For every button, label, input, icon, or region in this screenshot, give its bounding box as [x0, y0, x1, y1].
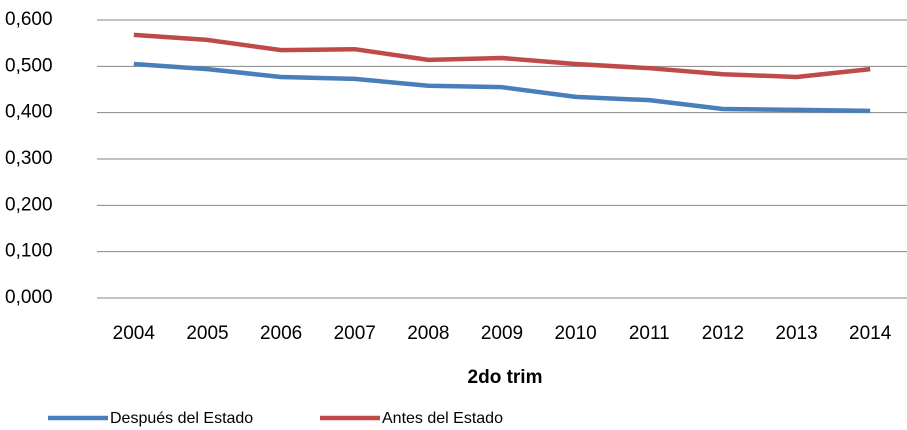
- legend-label: Antes del Estado: [382, 410, 503, 427]
- line: [133, 61, 871, 114]
- y-tick-label: 0,000: [5, 287, 53, 308]
- x-tick-label: 2005: [186, 323, 228, 344]
- y-tick-label: 0,500: [5, 55, 53, 76]
- y-tick-label: 0,100: [5, 241, 53, 262]
- x-tick-label: 2008: [407, 323, 449, 344]
- x-tick-label: 2007: [334, 323, 376, 344]
- y-tick-label: 0,400: [5, 102, 53, 123]
- x-tick-label: 2013: [775, 323, 817, 344]
- x-tick-label: 2010: [554, 323, 596, 344]
- x-tick-label: 2009: [481, 323, 523, 344]
- x-tick-label: 2011: [629, 323, 670, 344]
- line: [133, 32, 871, 80]
- y-tick-label: 0,200: [5, 194, 53, 215]
- legend-label: Después del Estado: [110, 410, 253, 427]
- x-tick-label: 2006: [260, 323, 302, 344]
- x-tick-label: 2014: [849, 323, 892, 344]
- x-axis-title: 2do trim: [468, 367, 543, 388]
- y-tick-label: 0,300: [5, 148, 53, 169]
- y-tick-label: 0,600: [5, 9, 53, 30]
- x-tick-label: 2012: [702, 323, 744, 344]
- x-tick-label: 2004: [113, 323, 156, 344]
